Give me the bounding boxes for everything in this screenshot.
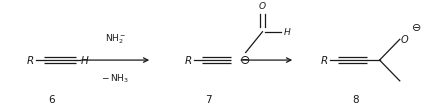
Text: $\mathrm{NH_2^-}$: $\mathrm{NH_2^-}$ bbox=[104, 33, 126, 46]
Text: $R$: $R$ bbox=[26, 54, 34, 66]
Text: ⊖: ⊖ bbox=[412, 23, 421, 33]
Text: $-\,\mathrm{NH_3}$: $-\,\mathrm{NH_3}$ bbox=[101, 73, 129, 85]
Text: 6: 6 bbox=[48, 95, 55, 105]
Text: $R$: $R$ bbox=[184, 54, 192, 66]
Text: 7: 7 bbox=[206, 95, 212, 105]
Text: 8: 8 bbox=[353, 95, 360, 105]
Text: ⊖: ⊖ bbox=[240, 54, 250, 67]
Text: $H$: $H$ bbox=[283, 26, 291, 37]
Text: $O$: $O$ bbox=[258, 0, 267, 11]
Text: $O$: $O$ bbox=[400, 33, 409, 45]
Text: $R$: $R$ bbox=[320, 54, 329, 66]
Text: $H$: $H$ bbox=[80, 54, 90, 66]
